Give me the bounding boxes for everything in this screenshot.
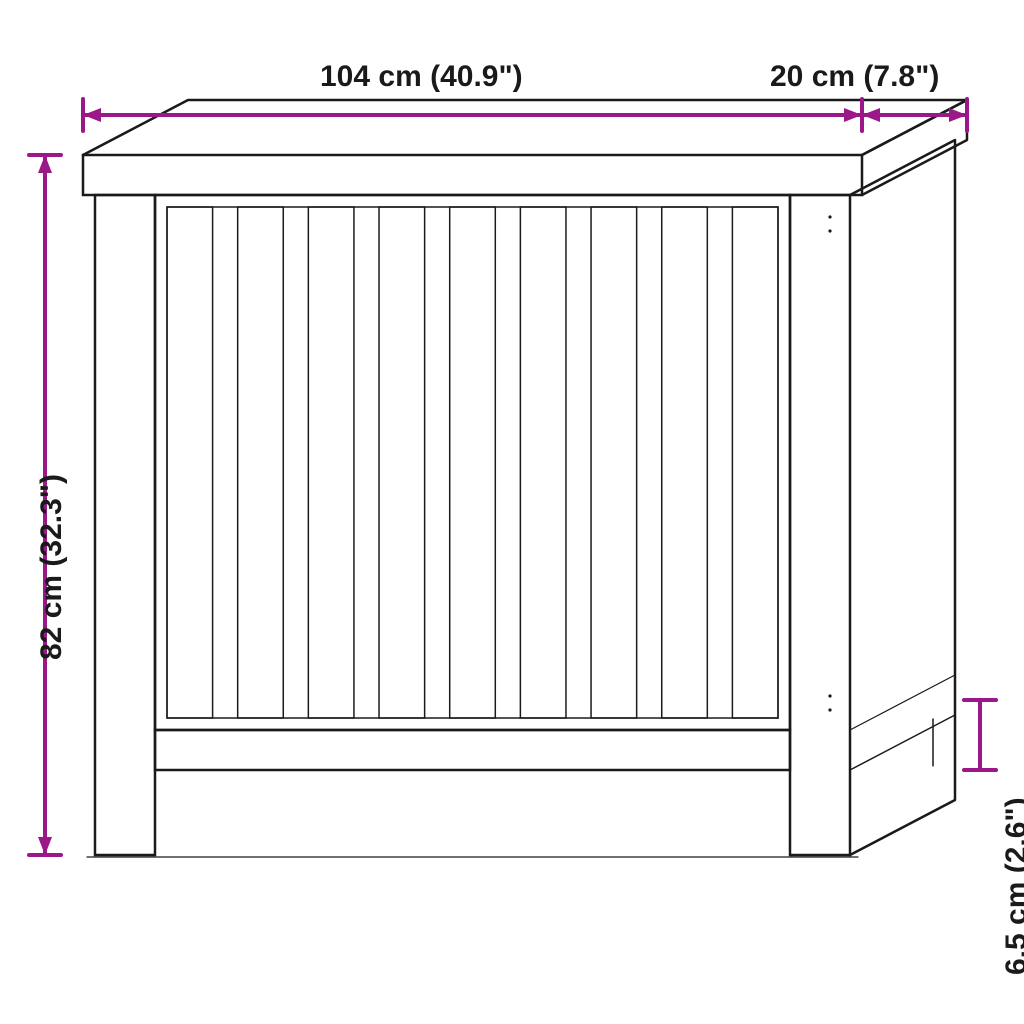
dim-clearance-label: 6.5 cm (2.6") — [1000, 797, 1024, 975]
dim-width-label: 104 cm (40.9") — [320, 60, 523, 94]
diagram-svg — [0, 0, 1024, 1024]
dim-height-label: 82 cm (32.3") — [35, 474, 69, 660]
dim-depth-label: 20 cm (7.8") — [770, 60, 939, 94]
